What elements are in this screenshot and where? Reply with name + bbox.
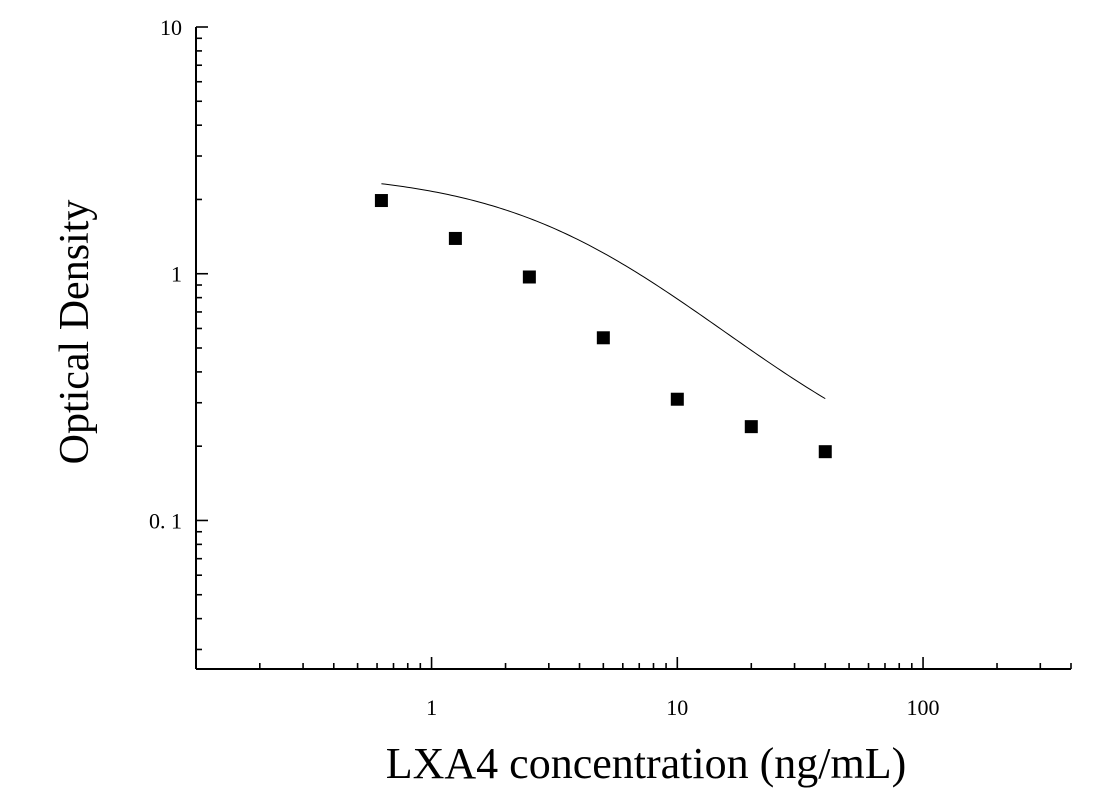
x-tick-label: 1	[426, 695, 437, 720]
data-point	[670, 392, 684, 406]
data-points	[374, 194, 832, 459]
y-axis-label: Optical Density	[52, 200, 98, 465]
tick-labels: 1 10 100 0. 1 1 10	[149, 15, 940, 720]
data-point	[818, 445, 832, 459]
fit-curve	[381, 183, 826, 400]
data-point	[448, 231, 462, 245]
x-tick-label: 100	[907, 695, 940, 720]
x-tick-label: 10	[666, 695, 688, 720]
y-tick-label: 1	[171, 262, 182, 287]
x-axis-label: LXA4 concentration (ng/mL)	[386, 739, 907, 788]
data-point	[744, 420, 758, 434]
data-point	[596, 331, 610, 345]
axes	[195, 27, 1071, 670]
y-tick-label: 0. 1	[149, 508, 182, 533]
data-point	[374, 194, 388, 208]
y-tick-label: 10	[160, 15, 182, 40]
ticks	[196, 26, 1072, 669]
data-point	[522, 270, 536, 284]
